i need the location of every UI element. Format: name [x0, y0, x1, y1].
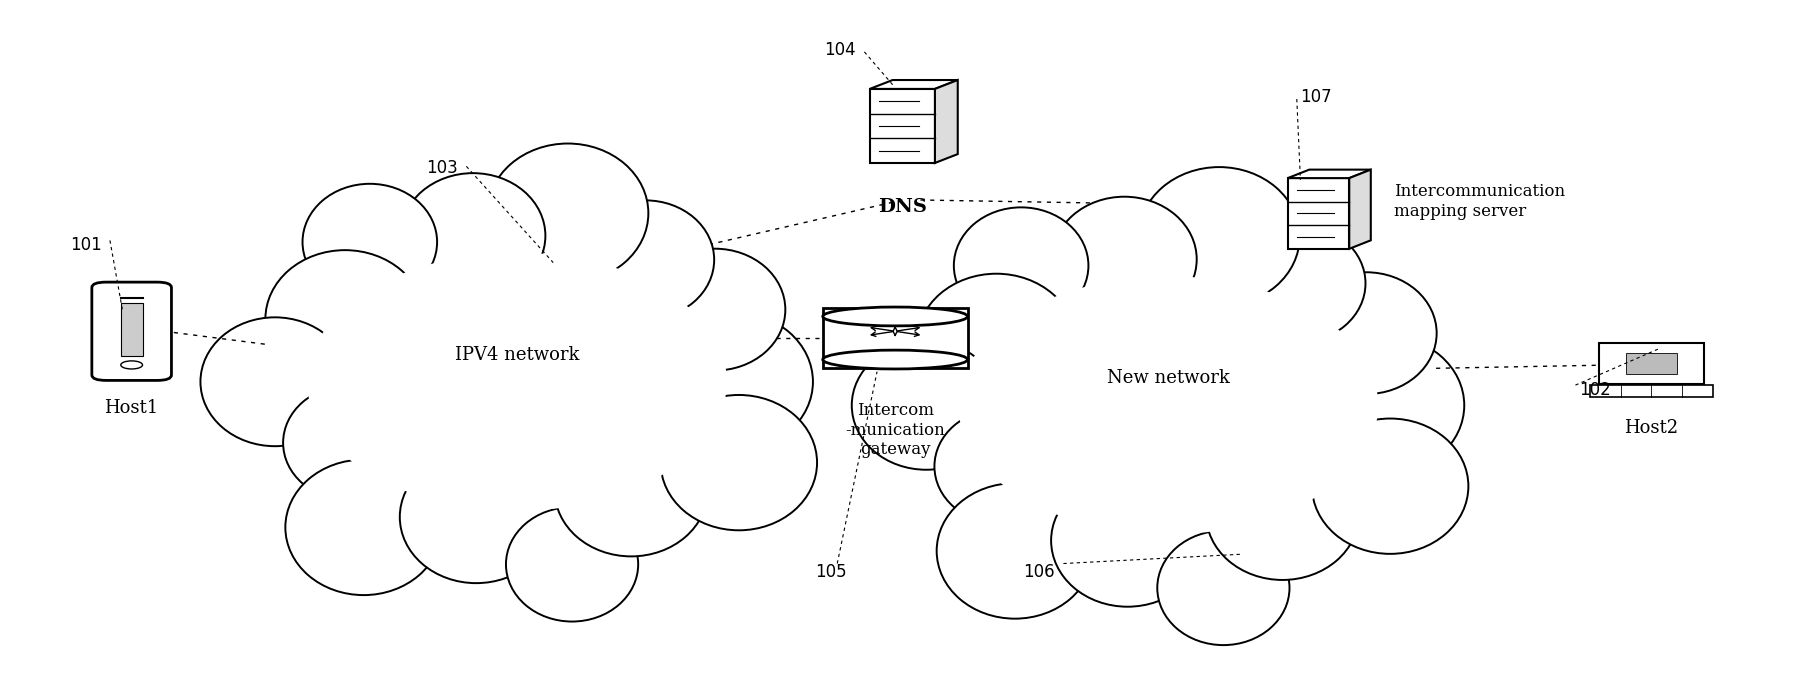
- Ellipse shape: [294, 233, 739, 531]
- Ellipse shape: [1296, 272, 1437, 394]
- Polygon shape: [1350, 170, 1372, 249]
- Ellipse shape: [554, 424, 708, 556]
- Text: Intercommunication
mapping server: Intercommunication mapping server: [1395, 183, 1566, 220]
- Ellipse shape: [265, 250, 424, 388]
- Text: 107: 107: [1301, 89, 1332, 106]
- Ellipse shape: [953, 208, 1089, 324]
- Ellipse shape: [1053, 197, 1196, 322]
- Text: Intercom
-munication
gateway: Intercom -munication gateway: [844, 402, 946, 458]
- Text: 106: 106: [1024, 563, 1055, 581]
- Ellipse shape: [201, 317, 350, 446]
- FancyBboxPatch shape: [1589, 385, 1712, 397]
- Ellipse shape: [506, 507, 638, 621]
- Ellipse shape: [283, 385, 417, 500]
- Ellipse shape: [935, 409, 1067, 524]
- Ellipse shape: [1312, 418, 1468, 554]
- Ellipse shape: [1303, 335, 1464, 475]
- Text: 102: 102: [1578, 381, 1611, 400]
- Text: 104: 104: [824, 41, 857, 59]
- Ellipse shape: [1051, 475, 1203, 606]
- Polygon shape: [1288, 170, 1372, 178]
- Text: 103: 103: [426, 159, 458, 177]
- Ellipse shape: [308, 253, 727, 511]
- Text: Host1: Host1: [105, 399, 159, 416]
- Ellipse shape: [487, 143, 649, 283]
- Ellipse shape: [852, 341, 1000, 470]
- Ellipse shape: [1207, 448, 1359, 580]
- Ellipse shape: [661, 395, 817, 530]
- Ellipse shape: [1158, 531, 1290, 645]
- Ellipse shape: [1229, 224, 1366, 343]
- Ellipse shape: [284, 460, 442, 595]
- Polygon shape: [870, 80, 959, 89]
- Ellipse shape: [576, 200, 714, 319]
- Ellipse shape: [823, 350, 968, 369]
- Circle shape: [121, 361, 143, 369]
- FancyBboxPatch shape: [121, 304, 143, 356]
- Ellipse shape: [645, 249, 785, 370]
- FancyBboxPatch shape: [1625, 353, 1676, 374]
- Text: DNS: DNS: [879, 197, 926, 216]
- Ellipse shape: [303, 184, 437, 300]
- Ellipse shape: [959, 276, 1379, 535]
- Ellipse shape: [937, 483, 1093, 619]
- Ellipse shape: [917, 274, 1076, 412]
- FancyBboxPatch shape: [92, 282, 172, 381]
- FancyBboxPatch shape: [1288, 178, 1350, 249]
- Ellipse shape: [400, 451, 553, 583]
- Ellipse shape: [651, 312, 814, 452]
- Ellipse shape: [1138, 167, 1299, 306]
- FancyBboxPatch shape: [870, 89, 935, 163]
- Text: Host2: Host2: [1624, 419, 1678, 437]
- Ellipse shape: [400, 173, 545, 298]
- Text: New network: New network: [1107, 369, 1230, 387]
- Text: IPV4 network: IPV4 network: [455, 346, 580, 364]
- Text: 105: 105: [815, 563, 848, 581]
- Ellipse shape: [946, 256, 1392, 554]
- FancyBboxPatch shape: [1600, 343, 1703, 384]
- Ellipse shape: [823, 307, 968, 326]
- FancyBboxPatch shape: [823, 308, 968, 368]
- Polygon shape: [935, 80, 959, 163]
- Text: 101: 101: [71, 237, 101, 254]
